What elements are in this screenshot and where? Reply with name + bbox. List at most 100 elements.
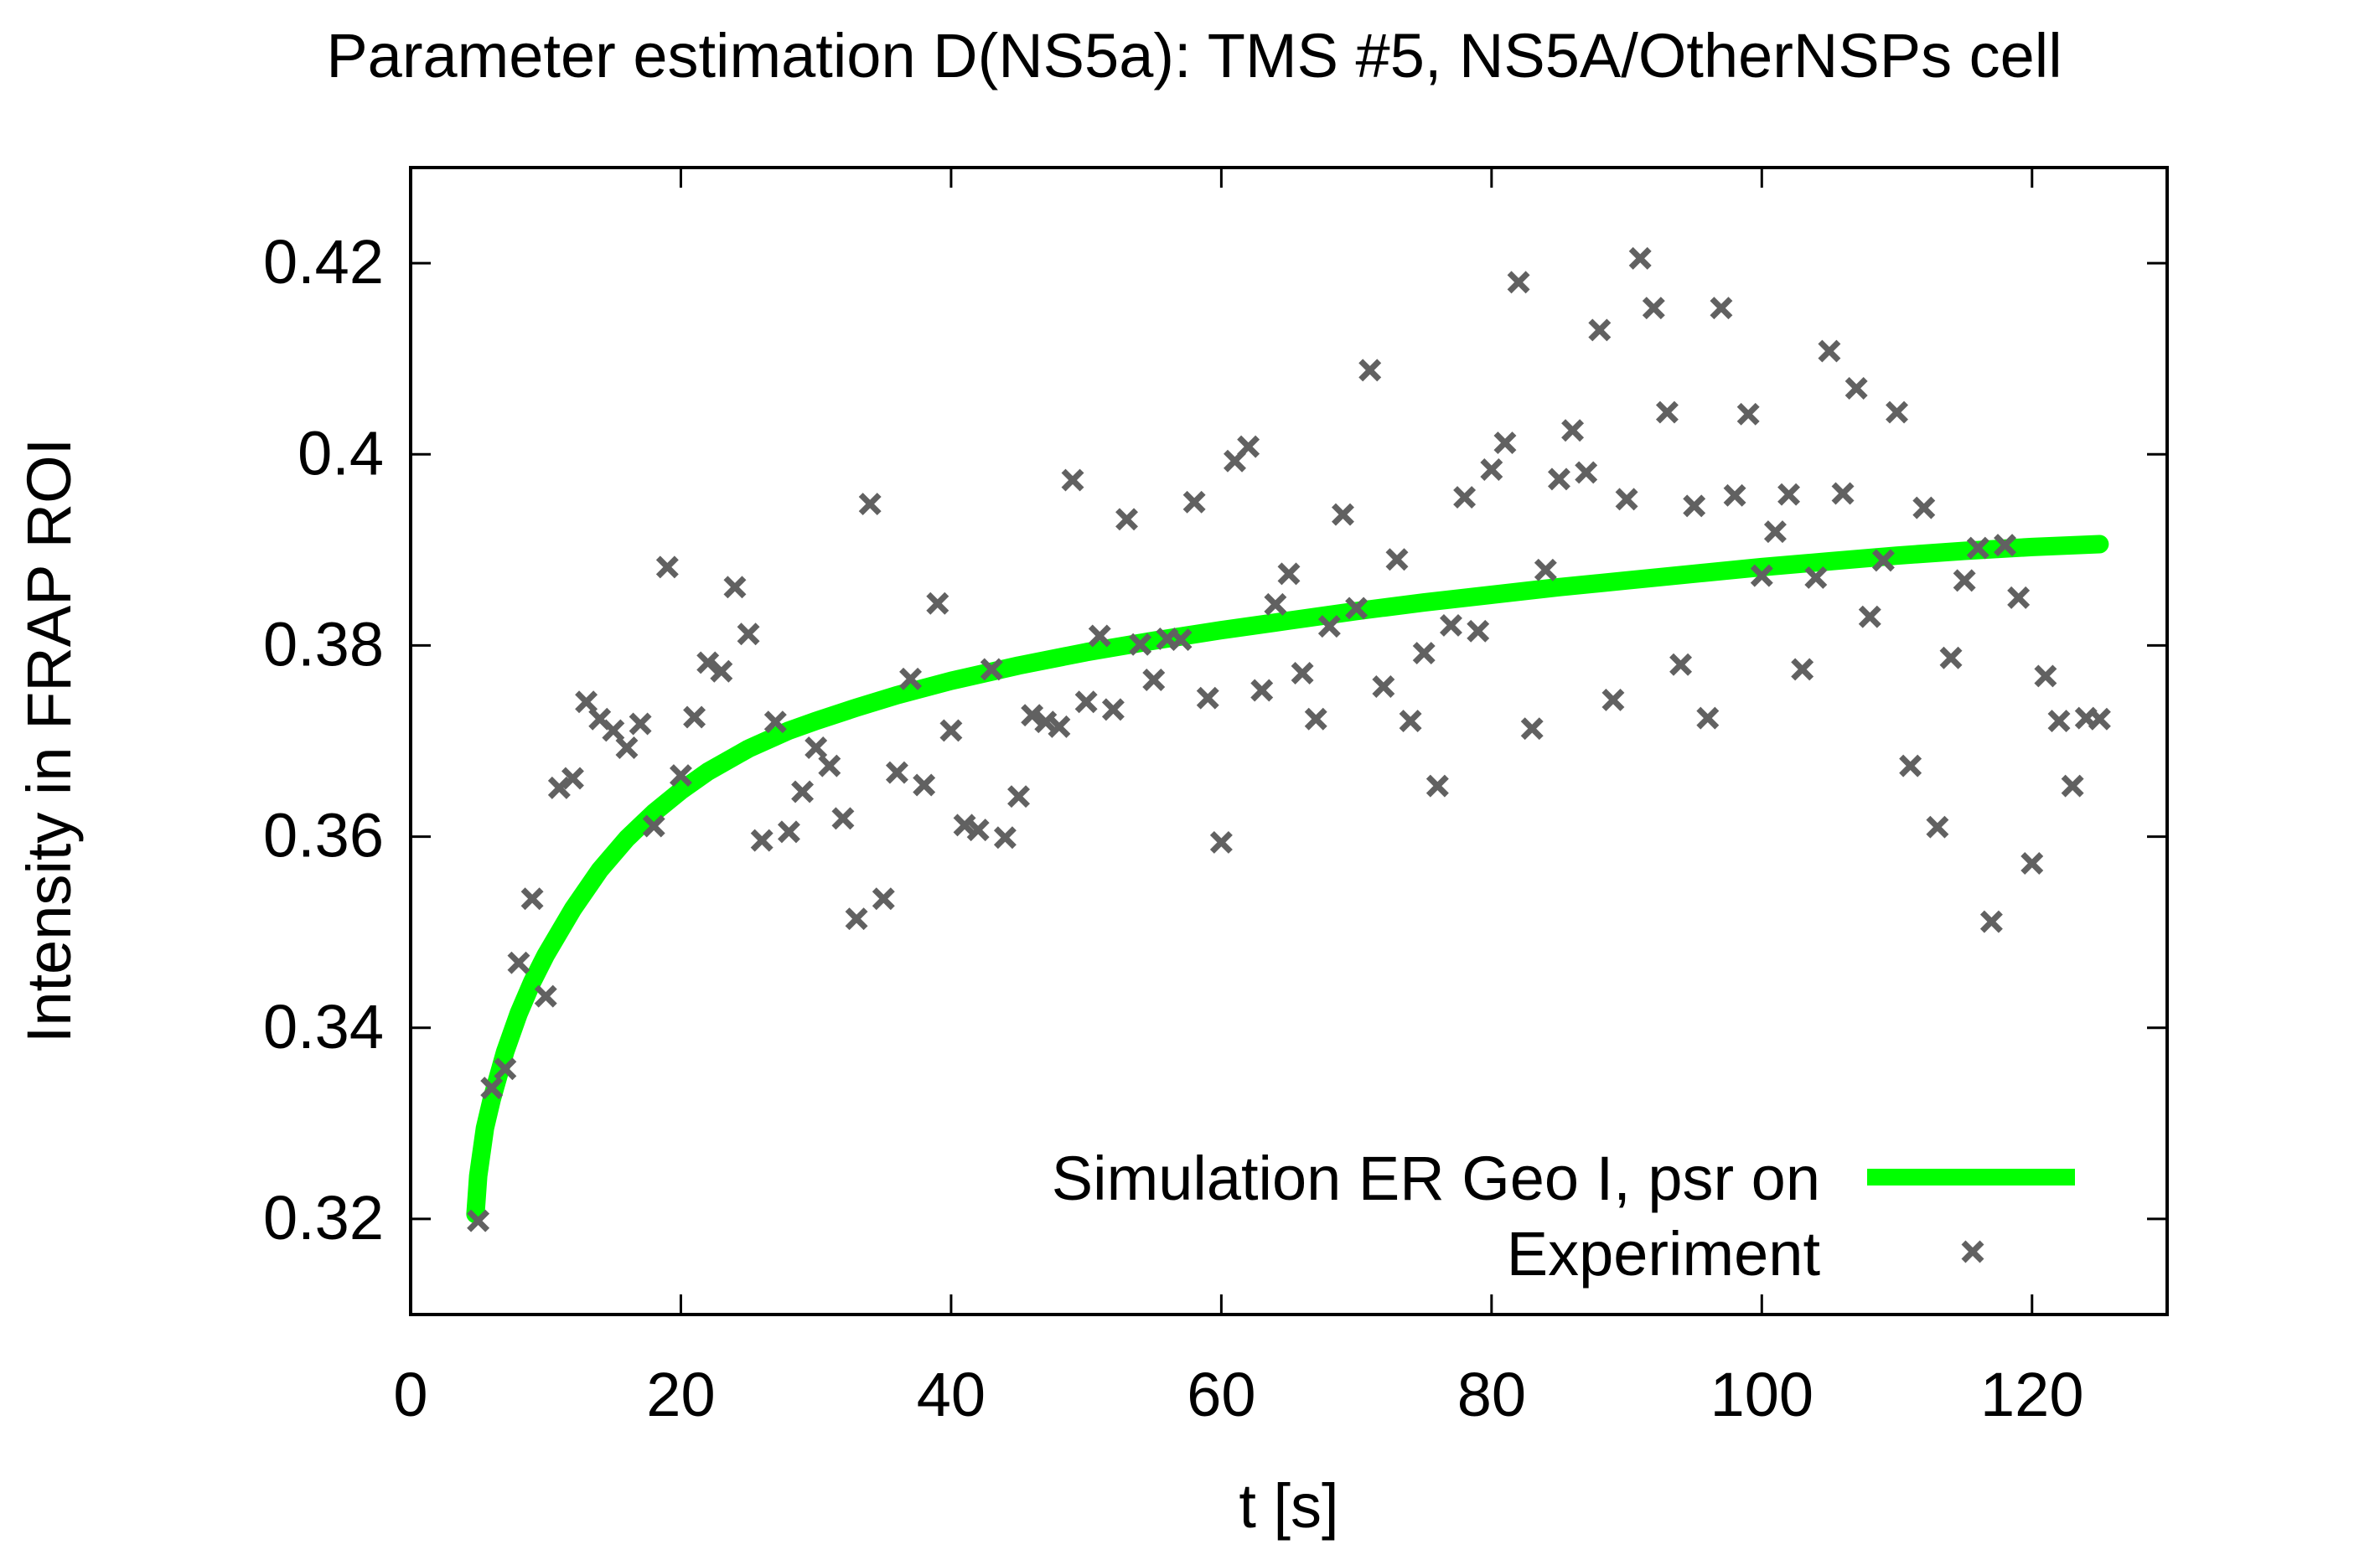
marker-stroke — [1615, 488, 1638, 511]
marker-stroke — [1534, 558, 1557, 581]
experiment-point — [1304, 707, 1327, 731]
experiment-point — [1615, 488, 1638, 511]
marker-stroke — [1912, 496, 1936, 519]
experiment-point — [1939, 646, 1963, 669]
marker-stroke — [1142, 669, 1166, 691]
experiment-point — [1628, 246, 1652, 270]
marker-stroke — [1425, 774, 1449, 798]
marker-stroke — [2088, 707, 2111, 731]
marker-stroke — [1101, 698, 1125, 721]
marker-stroke — [1412, 642, 1436, 665]
experiment-point — [669, 764, 692, 788]
marker-stroke — [858, 493, 882, 516]
experiment-point — [723, 576, 747, 599]
marker-stroke — [1372, 674, 1395, 698]
experiment-point — [615, 736, 639, 759]
experiment-point — [467, 1209, 490, 1232]
experiment-point — [913, 773, 936, 797]
marker-stroke — [507, 951, 530, 974]
experiment-point — [1493, 431, 1517, 455]
experiment-point — [939, 719, 963, 742]
plot-area: 0 20 40 60 80 100 120 0.32 0.34 0.36 0.38 0.4 0.42 — [263, 166, 2169, 1429]
experiment-point — [494, 1057, 517, 1081]
experiment-point — [1440, 613, 1462, 637]
marker-stroke — [1074, 690, 1098, 714]
experiment-point — [1074, 690, 1098, 714]
marker-stroke — [939, 719, 963, 742]
experiment-point — [1358, 359, 1382, 382]
experiment-point — [872, 887, 895, 911]
y-tick-label: 0.36 — [263, 801, 384, 870]
x-tick-label: 60 — [1187, 1360, 1255, 1429]
y-tick-label: 0.34 — [263, 992, 384, 1062]
marker-stroke — [1440, 613, 1462, 637]
marker-stroke — [1021, 704, 1044, 727]
marker-stroke — [1683, 494, 1706, 518]
experiment-point — [993, 826, 1017, 850]
marker-stroke — [899, 667, 923, 690]
experiment-point — [1048, 715, 1071, 738]
experiment-point — [1750, 564, 1773, 587]
experiment-point — [1317, 615, 1341, 638]
marker-stroke — [1804, 566, 1828, 589]
marker-stroke — [1953, 569, 1976, 592]
y-tick-label: 0.42 — [263, 227, 384, 297]
chart-legend: Simulation ER Geo I, psr on Experiment — [1052, 1144, 2075, 1289]
marker-stroke — [615, 736, 639, 759]
experiment-point — [710, 659, 733, 683]
experiment-point — [1101, 698, 1125, 721]
experiment-point — [1520, 717, 1544, 741]
marker-stroke — [1520, 717, 1544, 741]
experiment-point — [980, 658, 1003, 681]
marker-stroke — [1264, 592, 1287, 616]
experiment-point — [777, 820, 800, 844]
marker-stroke — [872, 887, 895, 911]
x-tick-label: 0 — [393, 1360, 427, 1429]
experiment-point — [1088, 624, 1111, 648]
experiment-point — [763, 710, 787, 734]
experiment-point — [1561, 419, 1585, 442]
experiment-point — [899, 667, 923, 690]
experiment-point — [520, 887, 544, 911]
marker-stroke — [1642, 297, 1665, 320]
legend-label-simulation: Simulation ER Geo I, psr on — [1052, 1144, 1820, 1213]
marker-stroke — [1561, 419, 1585, 442]
marker-stroke — [1858, 605, 1881, 628]
marker-stroke — [1696, 706, 1720, 730]
marker-stroke — [1588, 318, 1612, 342]
marker-stroke — [642, 814, 665, 838]
marker-stroke — [1129, 633, 1152, 656]
marker-stroke — [1710, 297, 1733, 320]
marker-stroke — [2061, 774, 2084, 798]
marker-stroke — [885, 761, 908, 784]
experiment-point — [2061, 774, 2084, 798]
marker-stroke — [1493, 431, 1517, 455]
series-layer — [466, 246, 2111, 1232]
marker-stroke — [1791, 658, 1814, 681]
marker-stroke — [1317, 615, 1341, 638]
experiment-point — [1129, 633, 1152, 656]
experiment-point — [507, 951, 530, 974]
experiment-point — [1372, 674, 1395, 698]
marker-stroke — [1007, 785, 1031, 808]
simulation-curve — [466, 535, 2109, 1224]
experiment-point — [561, 767, 584, 790]
marker-stroke — [1886, 400, 1909, 424]
marker-stroke — [993, 826, 1017, 850]
y-tick-label: 0.4 — [298, 418, 384, 488]
experiment-point — [791, 780, 815, 803]
experiment-point — [750, 829, 774, 852]
experiment-point — [1021, 704, 1044, 727]
marker-stroke — [1628, 246, 1652, 270]
marker-stroke — [575, 690, 598, 714]
experiment-point — [1723, 483, 1746, 507]
plot-frame — [409, 166, 2169, 1316]
marker-stroke — [1575, 461, 1598, 484]
marker-stroke — [467, 1209, 490, 1232]
experiment-point — [1575, 461, 1598, 484]
marker-stroke — [588, 707, 612, 731]
marker-stroke — [1061, 468, 1084, 492]
marker-stroke — [1453, 486, 1477, 509]
